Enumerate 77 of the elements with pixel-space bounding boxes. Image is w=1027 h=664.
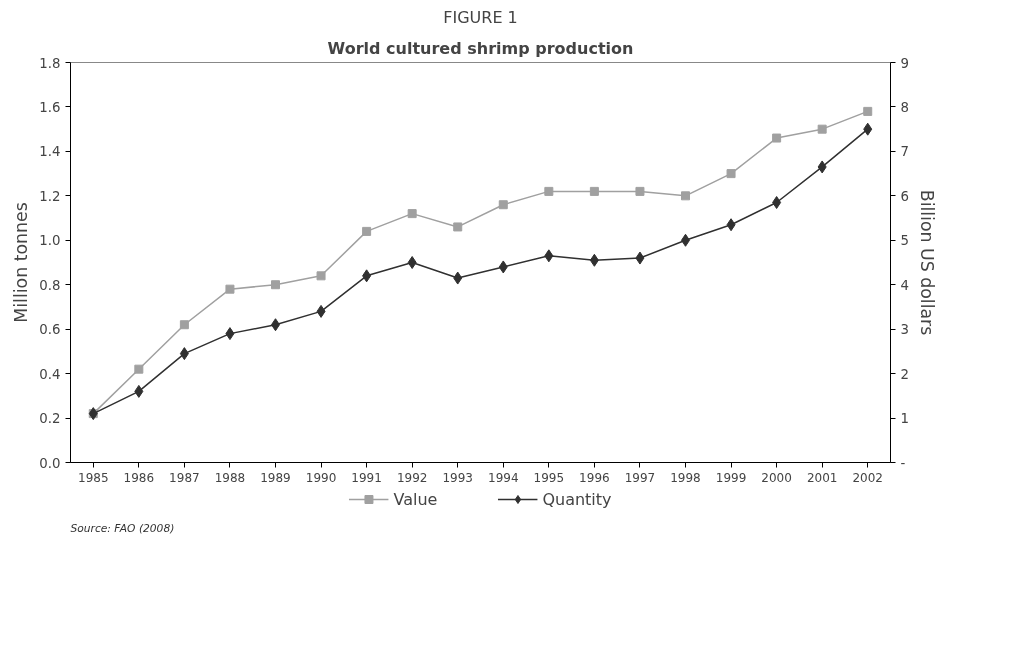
x-tick-label: 1994 [488, 470, 519, 485]
point [635, 186, 645, 196]
chart-title: FIGURE 1 [443, 7, 518, 27]
chart-subtitle: World cultured shrimp production [327, 38, 634, 58]
point [863, 106, 873, 116]
y2-tick-label: 8 [900, 99, 909, 115]
y2-tick-label: 7 [900, 144, 909, 160]
point [544, 186, 554, 196]
y-axis-title: Million tonnes [11, 202, 32, 323]
point [225, 284, 235, 294]
point [772, 196, 782, 209]
y2-tick-label: 1 [900, 411, 909, 427]
point [498, 200, 508, 210]
x-tick-label: 1987 [169, 470, 200, 485]
legend-label: Quantity [542, 489, 612, 509]
y2-tick-label: - [900, 455, 906, 471]
point [179, 320, 189, 330]
point [589, 186, 599, 196]
x-tick-label: 2001 [806, 470, 838, 485]
y2-tick-label: 9 [900, 55, 909, 71]
point [316, 304, 326, 318]
x-tick-label: 1996 [579, 470, 610, 485]
y-tick-label: 1.0 [39, 233, 61, 249]
y-tick-label: 1.2 [39, 188, 61, 204]
y2-tick-label: 3 [900, 322, 909, 338]
y2-tick-label: 5 [900, 233, 909, 249]
point [134, 384, 144, 398]
x-tick-label: 1985 [78, 470, 109, 485]
source-note: Source: FAO (2008) [70, 521, 175, 535]
x-tick-label: 1999 [715, 470, 747, 485]
y2-tick-label: 2 [900, 366, 909, 382]
point [772, 133, 782, 143]
x-tick-label: 1993 [442, 470, 473, 485]
point [407, 256, 417, 269]
point [589, 253, 599, 267]
point [817, 124, 827, 134]
y-tick-label: 0.8 [39, 277, 61, 293]
x-tick-label: 1988 [214, 470, 246, 485]
x-tick-label: 1986 [123, 470, 155, 485]
point [498, 260, 508, 274]
point [817, 160, 827, 174]
y2-tick-label: 6 [900, 188, 909, 204]
point [726, 218, 736, 232]
point [863, 122, 873, 136]
x-tick-label: 1992 [396, 470, 428, 485]
point [407, 209, 417, 219]
x-tick-label: 1989 [260, 470, 291, 485]
x-tick-label: 1998 [670, 470, 701, 485]
point [681, 191, 690, 201]
y2-axis-title: Billion US dollars [916, 189, 937, 336]
y-tick-label: 0.0 [39, 455, 61, 471]
point [362, 226, 372, 236]
y-tick-label: 1.4 [39, 144, 61, 160]
x-tick-label: 2000 [761, 470, 792, 485]
y-tick-label: 0.6 [39, 322, 61, 338]
point [362, 269, 372, 283]
point [453, 271, 463, 285]
y-tick-label: 1.8 [39, 55, 61, 71]
legend-label: Value [393, 489, 438, 509]
x-tick-label: 2002 [852, 470, 883, 485]
y-tick-label: 0.4 [39, 366, 61, 382]
point [635, 251, 645, 265]
x-tick-label: 1991 [351, 470, 382, 485]
y2-tick-label: 4 [900, 277, 909, 293]
x-tick-label: 1990 [305, 470, 337, 485]
point [225, 327, 235, 341]
point [453, 222, 463, 232]
point [134, 364, 144, 374]
point [316, 271, 326, 281]
point [179, 347, 189, 361]
y-tick-label: 1.6 [39, 99, 61, 115]
point [544, 249, 554, 263]
point [271, 280, 280, 290]
x-tick-label: 1995 [533, 470, 565, 485]
x-tick-label: 1997 [624, 470, 656, 485]
y-tick-label: 0.2 [39, 411, 61, 427]
point [726, 169, 736, 179]
